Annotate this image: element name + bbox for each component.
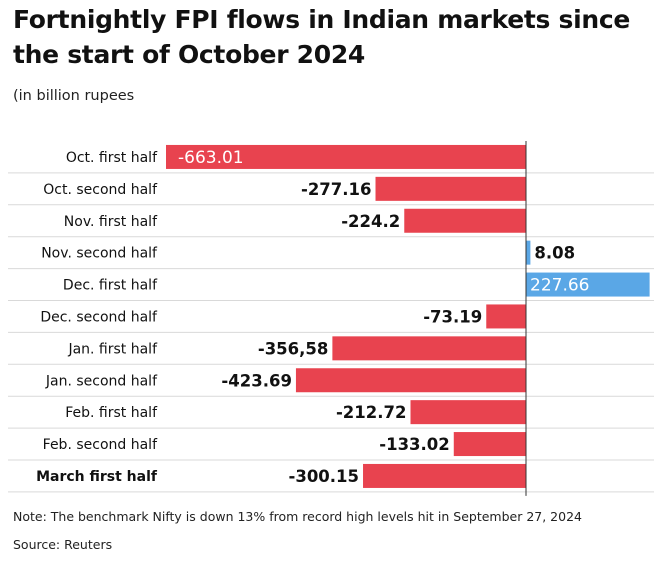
value-label: -212.72 [336,403,407,422]
value-label: 8.08 [534,244,575,263]
category-label: Oct. first half [66,150,158,166]
bar [363,463,526,488]
value-label: -356,58 [258,339,329,358]
bar [404,208,526,233]
bar [410,400,526,425]
value-label: -423.69 [221,371,292,390]
category-label: Jan. second half [45,373,158,389]
category-label: Feb. second half [43,437,158,453]
bar [526,272,650,297]
value-label: -133.02 [379,435,450,454]
chart-subtitle: (in billion rupees [13,88,135,104]
value-label: -663.01 [178,148,244,168]
chart-title: Fortnightly FPI flows in Indian markets … [13,5,631,69]
value-label: 227.66 [530,276,589,296]
bar [486,304,526,329]
bar [526,240,531,265]
category-label: Feb. first half [65,405,158,421]
category-label: Jan. first half [67,341,158,357]
source-credit: Source: Reuters [13,537,113,552]
footnote: Note: The benchmark Nifty is down 13% fr… [13,509,582,524]
value-label: -300.15 [288,467,359,486]
bar [166,144,526,169]
category-label: March first half [36,469,158,485]
bar-chart: Oct. first half -663.01 Oct. second half -2… [8,141,654,496]
category-label: Nov. second half [41,246,158,262]
bar [453,432,526,457]
value-label: -277.16 [301,180,372,199]
category-label: Dec. first half [63,278,158,294]
category-label: Oct. second half [43,182,158,198]
category-label: Dec. second half [40,309,158,325]
value-label: -224.2 [341,212,400,231]
value-label: -73.19 [423,307,482,326]
category-label: Nov. first half [64,214,158,230]
bar [332,336,526,361]
bar [375,176,526,201]
bar [295,368,526,393]
